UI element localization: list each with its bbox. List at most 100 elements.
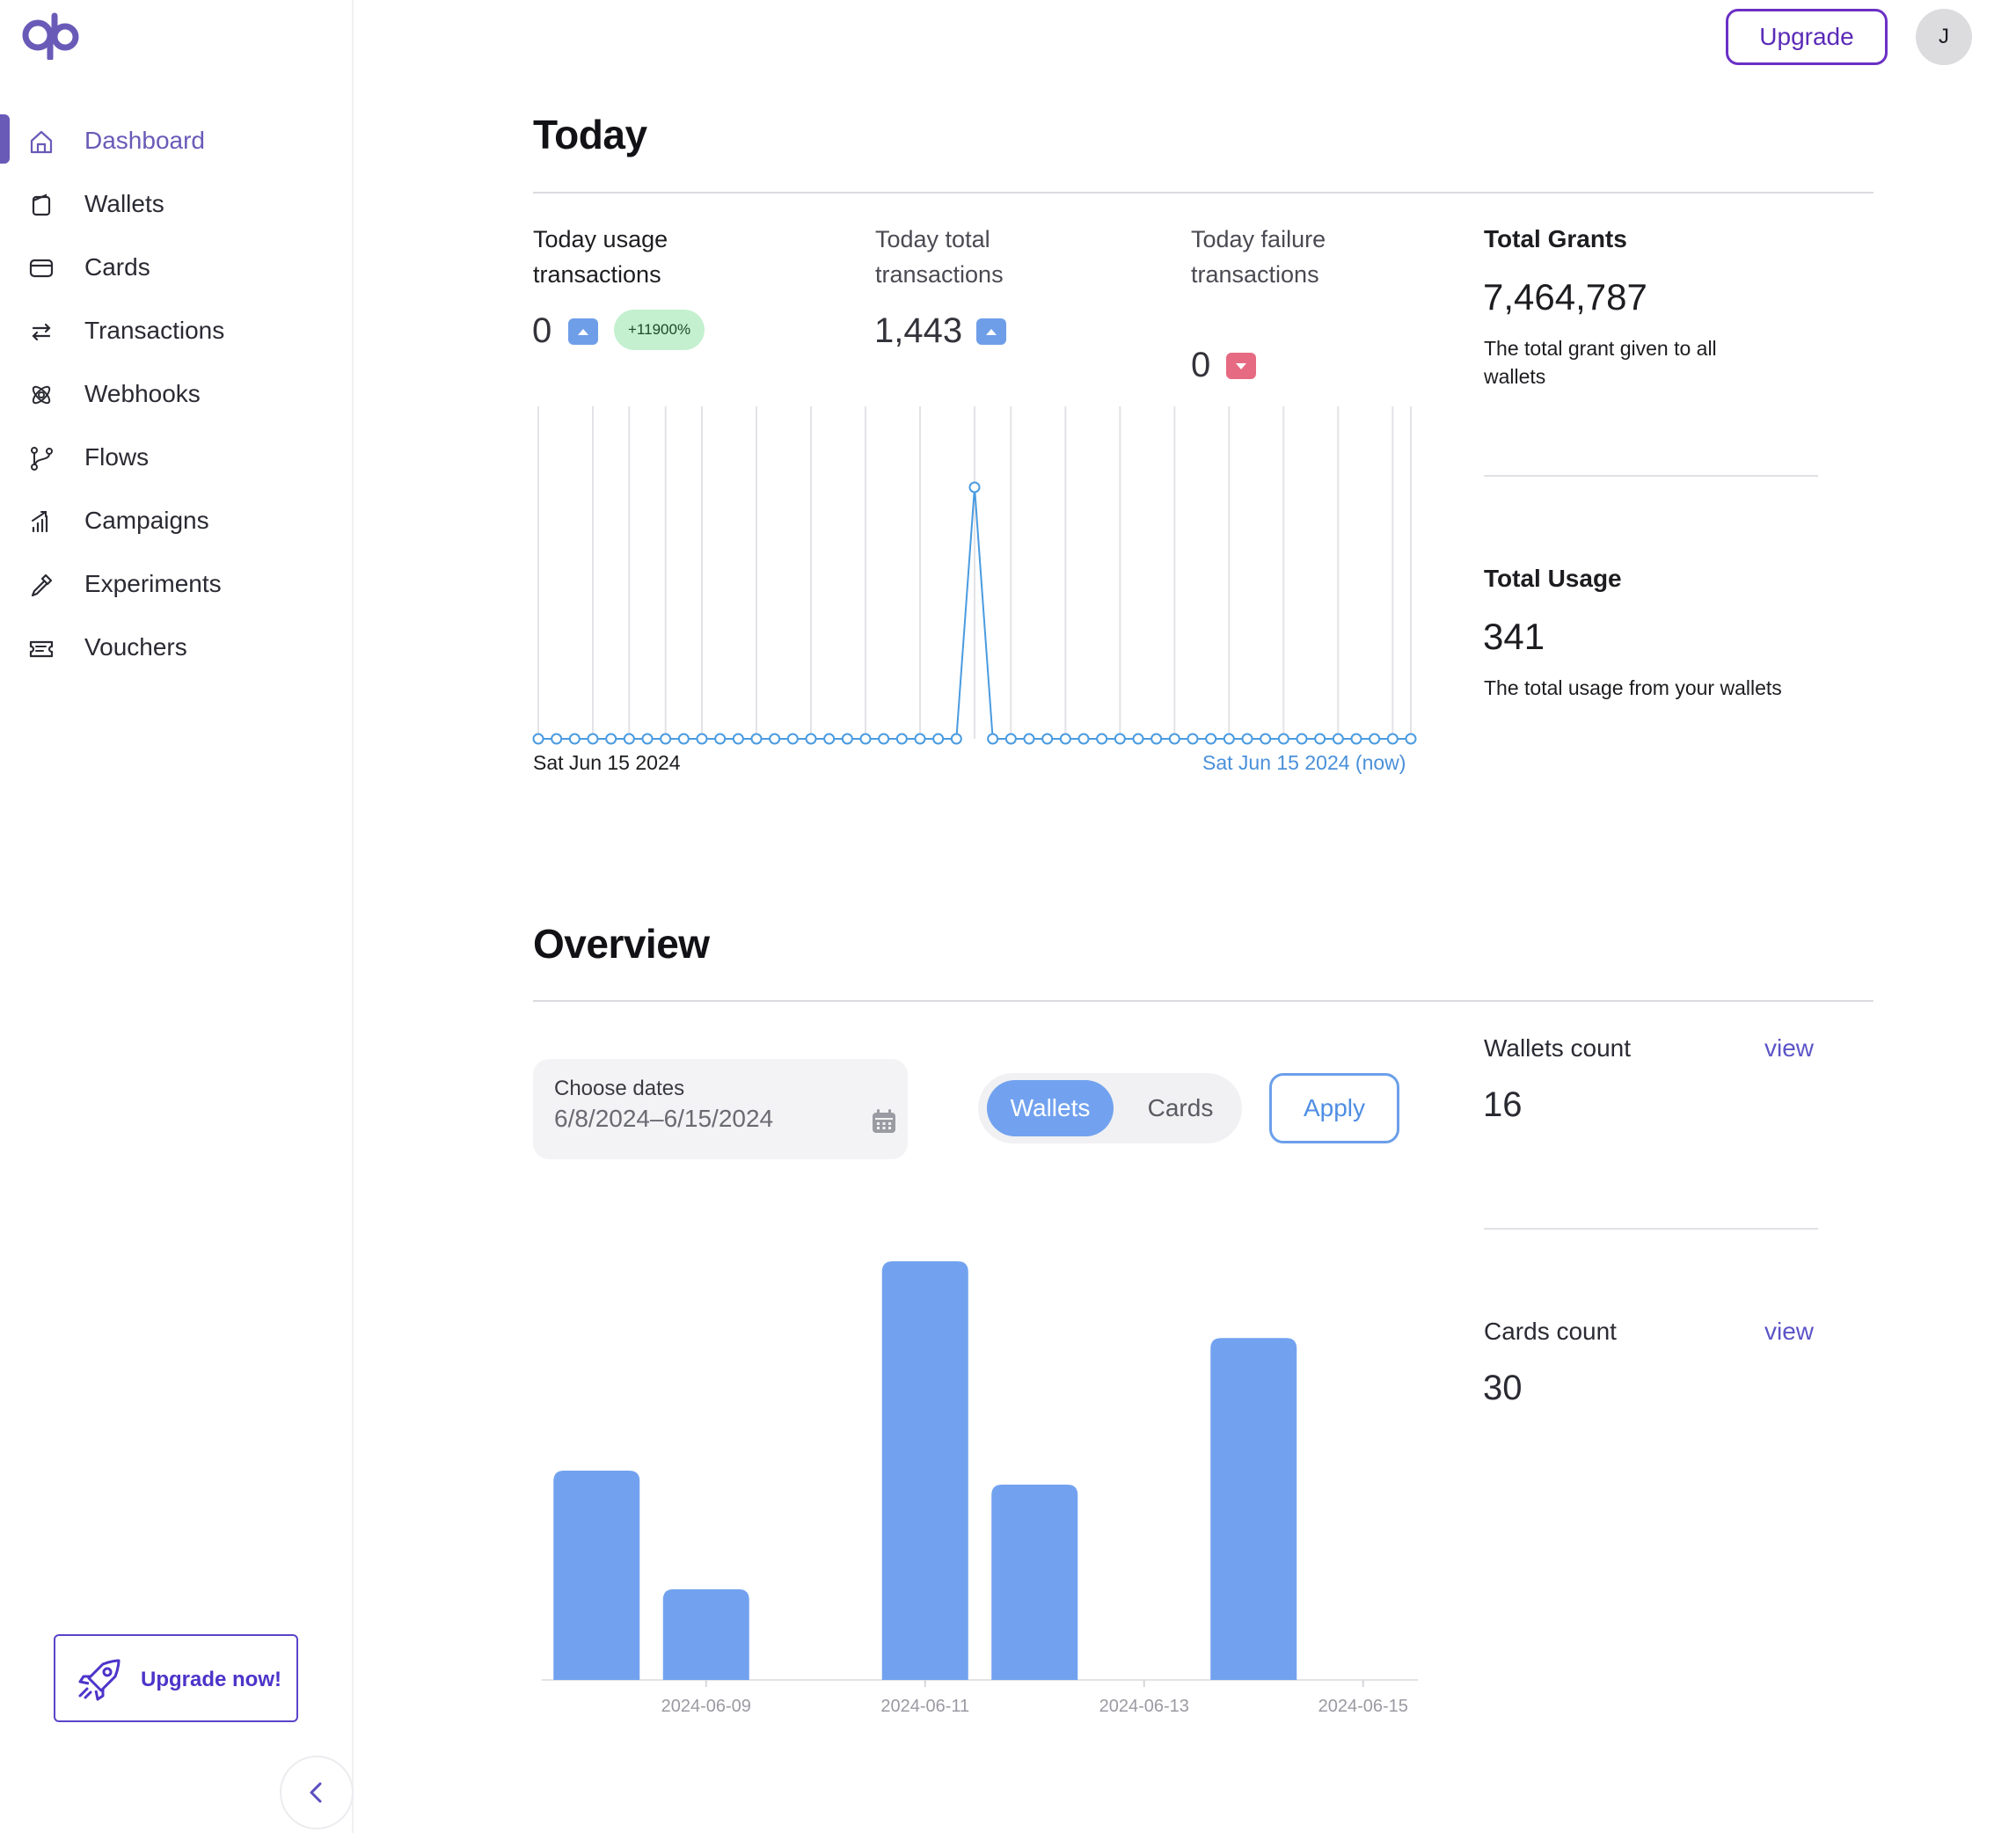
apply-button[interactable]: Apply — [1269, 1073, 1399, 1143]
line-chart-end-label: Sat Jun 15 2024 (now) — [1202, 751, 1406, 774]
data-point — [968, 481, 981, 493]
date-picker-label: Choose dates — [554, 1077, 685, 1100]
trend-up-icon — [568, 318, 598, 345]
trend-down-icon — [1226, 353, 1256, 379]
data-point — [1023, 733, 1035, 745]
card-icon — [29, 259, 54, 278]
bar — [553, 1471, 640, 1680]
x-tick-label: 2024-06-09 — [661, 1697, 751, 1716]
sidebar-item-dashboard[interactable]: Dashboard — [0, 109, 352, 172]
data-point — [1096, 733, 1108, 745]
cards-count-value: 30 — [1483, 1369, 1523, 1407]
sidebar-item-experiments[interactable]: Experiments — [0, 552, 352, 616]
data-point — [641, 733, 654, 745]
total-usage-value: 341 — [1483, 616, 1545, 657]
bar — [662, 1588, 749, 1680]
kpi-divider — [1484, 475, 1818, 477]
data-point — [1241, 733, 1253, 745]
data-point — [714, 733, 727, 745]
sidebar-item-transactions[interactable]: Transactions — [0, 299, 352, 362]
sidebar-item-flows[interactable]: Flows — [0, 426, 352, 489]
data-point — [1114, 733, 1126, 745]
sidebar-item-label: Vouchers — [84, 633, 187, 661]
wallets-count-value: 16 — [1483, 1085, 1523, 1124]
data-point — [551, 733, 563, 745]
cards-view-link[interactable]: view — [1764, 1318, 1815, 1345]
date-range-picker[interactable]: Choose dates 6/8/2024–6/15/2024 — [533, 1059, 908, 1159]
toggle-wallets[interactable]: Wallets — [987, 1080, 1114, 1136]
today-title: Today — [533, 112, 647, 157]
data-point — [1059, 733, 1071, 745]
today-divider — [533, 192, 1874, 194]
data-point — [605, 733, 617, 745]
sidebar-item-label: Wallets — [84, 190, 164, 217]
upgrade-now-button[interactable]: Upgrade now! — [54, 1634, 298, 1722]
sidebar-item-label: Experiments — [84, 570, 222, 597]
data-point — [1386, 733, 1399, 745]
sidebar-item-cards[interactable]: Cards — [0, 236, 352, 299]
chevron-left-icon — [310, 1782, 322, 1803]
sidebar-item-wallets[interactable]: Wallets — [0, 172, 352, 236]
data-point — [532, 733, 544, 745]
x-tick-label: 2024-06-13 — [1099, 1697, 1189, 1716]
data-point — [1369, 733, 1381, 745]
data-point — [1168, 733, 1180, 745]
today-usage-value: 0 — [532, 311, 552, 350]
data-point — [696, 733, 708, 745]
collapse-sidebar-button[interactable] — [280, 1756, 354, 1829]
sidebar-item-campaigns[interactable]: Campaigns — [0, 489, 352, 552]
data-point — [1004, 733, 1017, 745]
bar — [991, 1484, 1078, 1680]
upgrade-button[interactable]: Upgrade — [1726, 9, 1888, 65]
today-usage-label: Today usage transactions — [533, 226, 668, 288]
bar — [1210, 1338, 1297, 1680]
data-point — [677, 733, 690, 745]
avatar[interactable]: J — [1916, 9, 1972, 65]
calendar-icon[interactable] — [871, 1108, 897, 1135]
wallets-view-link[interactable]: view — [1764, 1034, 1815, 1062]
data-point — [859, 733, 872, 745]
data-point — [786, 733, 799, 745]
ticket-icon — [29, 640, 54, 658]
wallet-icon — [32, 194, 51, 216]
sidebar-item-label: Campaigns — [84, 507, 209, 534]
toggle-cards[interactable]: Cards — [1147, 1094, 1214, 1121]
qb-logo-icon[interactable] — [21, 11, 79, 60]
today-failure-label: Today failure transactions — [1191, 226, 1326, 288]
data-point — [1405, 733, 1417, 745]
data-point — [1187, 733, 1199, 745]
data-point — [1332, 733, 1344, 745]
data-point — [587, 733, 599, 745]
data-point — [878, 733, 890, 745]
x-tick-label: 2024-06-11 — [880, 1697, 969, 1716]
trend-up-icon — [976, 318, 1006, 345]
data-point — [732, 733, 744, 745]
data-point — [1296, 733, 1308, 745]
total-usage-desc: The total usage from your wallets — [1484, 676, 1782, 699]
sidebar-item-vouchers[interactable]: Vouchers — [0, 616, 352, 679]
data-point — [1077, 733, 1090, 745]
overview-bar-chart: 2024-06-09 2024-06-11 2024-06-13 2024-06-15 — [542, 1261, 1418, 1716]
data-point — [1350, 733, 1362, 745]
x-tick-label: 2024-06-15 — [1318, 1697, 1408, 1716]
rocket-icon — [78, 1659, 121, 1701]
data-point — [623, 733, 635, 745]
data-point — [987, 733, 999, 745]
sidebar-item-label: Dashboard — [84, 127, 205, 154]
data-point — [950, 733, 962, 745]
total-usage-title: Total Usage — [1484, 565, 1622, 592]
data-point — [568, 733, 581, 745]
today-total-value: 1,443 — [874, 311, 963, 350]
wallets-count-label: Wallets count — [1484, 1034, 1632, 1062]
overview-divider — [533, 1000, 1874, 1002]
git-branch-icon — [31, 447, 53, 471]
sidebar-item-label: Webhooks — [84, 380, 201, 407]
sidebar-item-label: Flows — [84, 443, 150, 471]
date-picker-value: 6/8/2024–6/15/2024 — [554, 1105, 774, 1132]
data-point — [914, 733, 926, 745]
total-grants-value: 7,464,787 — [1483, 276, 1647, 318]
data-point — [1277, 733, 1289, 745]
today-total-label: Today total transactions — [875, 226, 1004, 288]
overview-title: Overview — [533, 921, 710, 967]
sidebar-item-webhooks[interactable]: Webhooks — [0, 362, 352, 426]
